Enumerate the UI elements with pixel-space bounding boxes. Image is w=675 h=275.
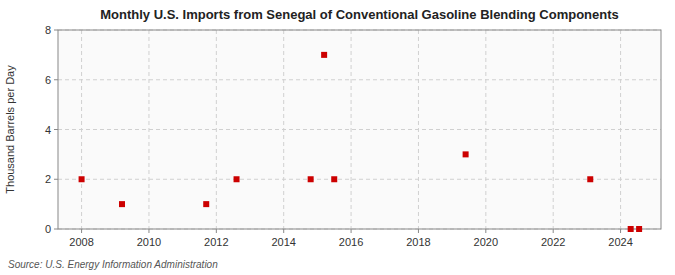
x-tick-label: 2020: [474, 236, 498, 248]
point: [587, 176, 593, 182]
point: [321, 52, 327, 58]
x-tick: [620, 229, 621, 233]
plot-frame: [58, 30, 661, 229]
point: [203, 201, 209, 207]
grid-line-x: [485, 30, 486, 229]
x-tick: [216, 229, 217, 233]
x-tick: [351, 229, 352, 233]
x-tick-label: 2012: [204, 236, 228, 248]
axes: 0 2 4 6 8 2008 2010 2012 2014 2016 2018 2020 2022 202…: [45, 24, 633, 248]
points: [79, 52, 643, 232]
plot-area: [58, 30, 661, 229]
grid-line-x: [418, 30, 419, 229]
grid-line-y: [58, 79, 661, 80]
source-note: Source: U.S. Energy Information Administ…: [8, 259, 218, 270]
grid-line-x: [216, 30, 217, 229]
y-tick: [54, 229, 58, 230]
x-tick: [148, 229, 149, 233]
y-tick-label: 4: [45, 124, 51, 136]
grid-line-x: [620, 30, 621, 229]
y-tick: [54, 30, 58, 31]
title: Monthly U.S. Imports from Senegal of Con…: [100, 7, 619, 22]
y-tick-label: 2: [45, 173, 51, 185]
grid-line-x: [553, 30, 554, 229]
x-tick-label: 2024: [608, 236, 632, 248]
y-axis-label: Thousand Barrels per Day: [4, 65, 16, 194]
y-tick: [54, 129, 58, 130]
point: [79, 176, 85, 182]
y-tick: [54, 79, 58, 80]
x-tick: [81, 229, 82, 233]
point: [119, 201, 125, 207]
y-tick-label: 6: [45, 74, 51, 86]
x-tick: [418, 229, 419, 233]
point: [331, 176, 337, 182]
grid-line-x: [81, 30, 82, 229]
x-tick: [283, 229, 284, 233]
chart: 0 2 4 6 8 2008 2010 2012 2014 2016 2018 2020 2022 202…: [0, 0, 675, 275]
point: [234, 176, 240, 182]
grid-line-x: [283, 30, 284, 229]
x-tick-label: 2008: [69, 236, 93, 248]
point: [308, 176, 314, 182]
x-tick: [485, 229, 486, 233]
y-tick-label: 8: [45, 24, 51, 36]
grid-line-x: [148, 30, 149, 229]
x-tick-label: 2010: [137, 236, 161, 248]
grid-line-y: [58, 179, 661, 180]
y-tick-label: 0: [45, 223, 51, 235]
grid-line-y: [58, 129, 661, 130]
x-tick-label: 2014: [271, 236, 295, 248]
x-tick-label: 2022: [541, 236, 565, 248]
x-tick-label: 2018: [406, 236, 430, 248]
grid: [58, 30, 661, 229]
y-tick: [54, 179, 58, 180]
x-tick: [553, 229, 554, 233]
grid-line-x: [351, 30, 352, 229]
point: [463, 151, 469, 157]
x-tick-label: 2016: [339, 236, 363, 248]
point: [636, 226, 642, 232]
point: [628, 226, 634, 232]
